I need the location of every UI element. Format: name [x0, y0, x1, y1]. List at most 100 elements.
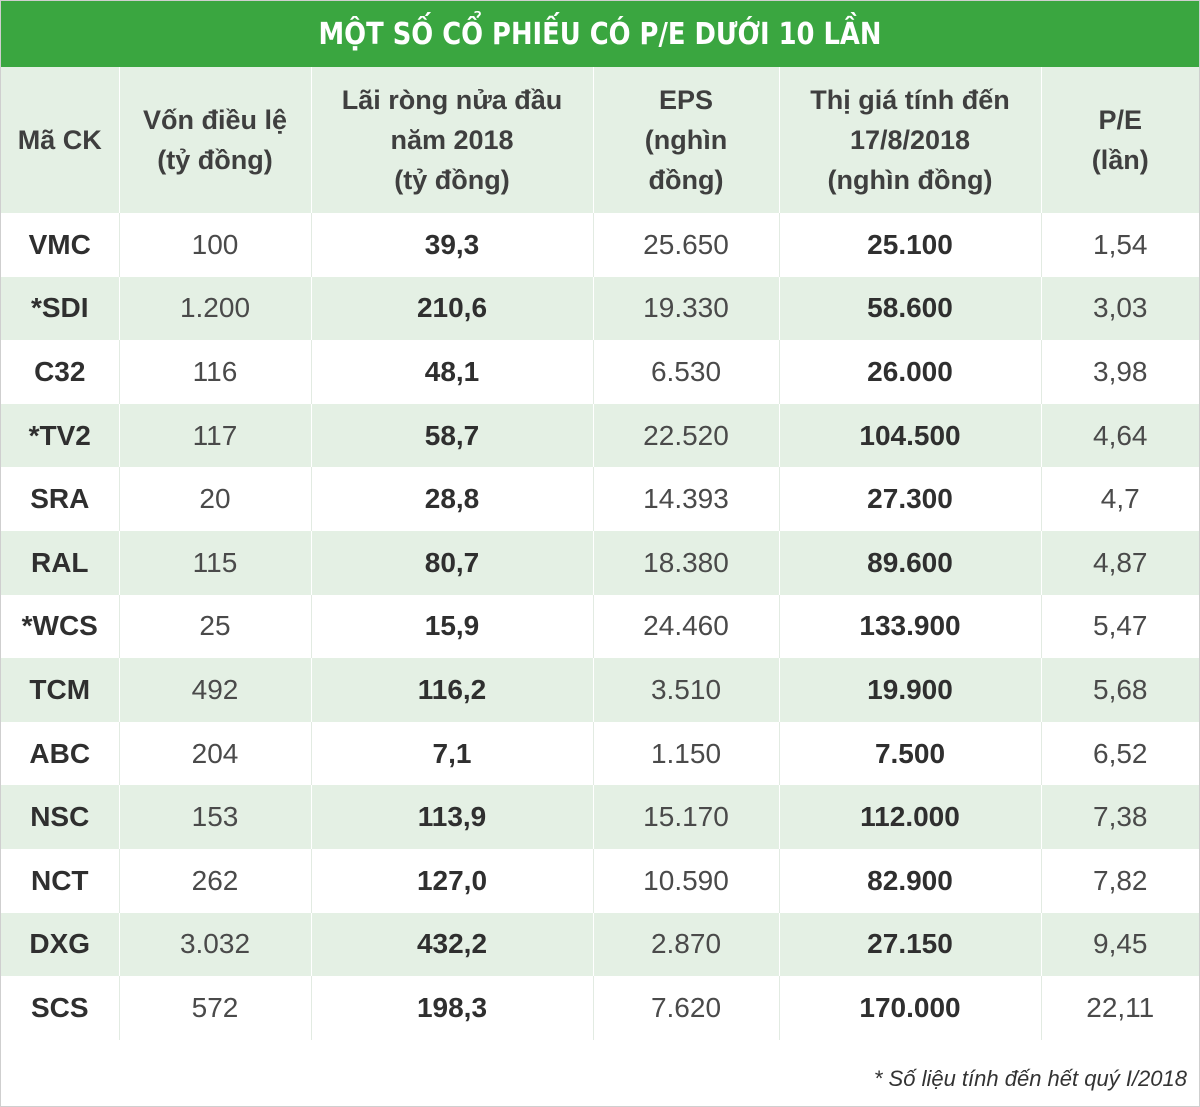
cell-pe: 22,11 [1041, 976, 1199, 1040]
cell-charter-capital: 153 [119, 785, 312, 849]
cell-market-price: 7.500 [779, 721, 1042, 786]
cell-stock-code: SCS [1, 976, 120, 1040]
cell-market-price: 170.000 [779, 976, 1042, 1040]
table-row: SCS 572 198,3 7.620 170.000 22,11 [1, 976, 1199, 1040]
table-title: MỘT SỐ CỔ PHIẾU CÓ P/E DƯỚI 10 LẦN [84, 1, 1116, 67]
cell-net-profit: 127,0 [311, 848, 594, 913]
cell-charter-capital: 262 [119, 848, 312, 913]
cell-eps: 6.530 [593, 340, 780, 404]
table-row: VMC 100 39,3 25.650 25.100 1,54 [1, 213, 1199, 277]
cell-net-profit: 432,2 [311, 912, 594, 977]
cell-pe: 3,98 [1041, 340, 1199, 404]
cell-market-price: 104.500 [779, 403, 1042, 468]
cell-charter-capital: 1.200 [119, 276, 312, 341]
table-row: NCT 262 127,0 10.590 82.900 7,82 [1, 848, 1199, 913]
cell-net-profit: 15,9 [311, 594, 594, 659]
cell-eps: 22.520 [593, 403, 780, 468]
footnote: * Số liệu tính đến hết quý I/2018 [873, 1066, 1187, 1091]
header-charter-capital: Vốn điều lệ (tỷ đồng) [119, 67, 312, 213]
cell-stock-code: DXG [1, 912, 120, 977]
cell-charter-capital: 115 [119, 530, 312, 595]
cell-charter-capital: 117 [119, 403, 312, 468]
cell-eps: 18.380 [593, 530, 780, 595]
cell-eps: 15.170 [593, 785, 780, 849]
cell-market-price: 82.900 [779, 848, 1042, 913]
cell-market-price: 26.000 [779, 340, 1042, 404]
header-row: Mã CK Vốn điều lệ (tỷ đồng) Lãi ròng nửa… [1, 67, 1199, 213]
cell-pe: 7,82 [1041, 848, 1199, 913]
cell-stock-code: TCM [1, 658, 120, 722]
cell-net-profit: 80,7 [311, 530, 594, 595]
cell-pe: 1,54 [1041, 213, 1199, 277]
table-row: SRA 20 28,8 14.393 27.300 4,7 [1, 467, 1199, 531]
cell-pe: 4,87 [1041, 530, 1199, 595]
header-market-price: Thị giá tính đến 17/8/2018 (nghìn đồng) [779, 67, 1042, 213]
cell-eps: 1.150 [593, 721, 780, 786]
cell-market-price: 27.150 [779, 912, 1042, 977]
cell-net-profit: 116,2 [311, 658, 594, 722]
table-row: *TV2 117 58,7 22.520 104.500 4,64 [1, 403, 1199, 468]
cell-pe: 6,52 [1041, 721, 1199, 786]
cell-stock-code: *TV2 [1, 403, 120, 468]
cell-pe: 7,38 [1041, 785, 1199, 849]
header-pe: P/E (lần) [1041, 67, 1199, 213]
table-row: ABC 204 7,1 1.150 7.500 6,52 [1, 721, 1199, 786]
cell-market-price: 89.600 [779, 530, 1042, 595]
cell-eps: 7.620 [593, 976, 780, 1040]
cell-stock-code: *WCS [1, 594, 120, 659]
header-net-profit: Lãi ròng nửa đầu năm 2018 (tỷ đồng) [311, 67, 594, 213]
cell-net-profit: 48,1 [311, 340, 594, 404]
table-row: RAL 115 80,7 18.380 89.600 4,87 [1, 530, 1199, 595]
cell-stock-code: SRA [1, 467, 120, 531]
header-eps: EPS (nghìn đồng) [593, 67, 780, 213]
cell-stock-code: NCT [1, 848, 120, 913]
stock-table: Mã CK Vốn điều lệ (tỷ đồng) Lãi ròng nửa… [1, 67, 1199, 1040]
cell-net-profit: 58,7 [311, 403, 594, 468]
cell-eps: 3.510 [593, 658, 780, 722]
table-row: *WCS 25 15,9 24.460 133.900 5,47 [1, 594, 1199, 659]
table-row: DXG 3.032 432,2 2.870 27.150 9,45 [1, 912, 1199, 977]
cell-eps: 14.393 [593, 467, 780, 531]
cell-stock-code: C32 [1, 340, 120, 404]
cell-stock-code: NSC [1, 785, 120, 849]
cell-stock-code: ABC [1, 721, 120, 786]
table-row: TCM 492 116,2 3.510 19.900 5,68 [1, 658, 1199, 722]
cell-market-price: 27.300 [779, 467, 1042, 531]
cell-net-profit: 198,3 [311, 976, 594, 1040]
cell-stock-code: RAL [1, 530, 120, 595]
cell-net-profit: 113,9 [311, 785, 594, 849]
table-row: *SDI 1.200 210,6 19.330 58.600 3,03 [1, 276, 1199, 341]
cell-pe: 3,03 [1041, 276, 1199, 341]
table-row: C32 116 48,1 6.530 26.000 3,98 [1, 340, 1199, 404]
cell-eps: 10.590 [593, 848, 780, 913]
cell-stock-code: VMC [1, 213, 120, 277]
cell-market-price: 58.600 [779, 276, 1042, 341]
cell-eps: 24.460 [593, 594, 780, 659]
cell-net-profit: 210,6 [311, 276, 594, 341]
cell-charter-capital: 100 [119, 213, 312, 277]
cell-charter-capital: 572 [119, 976, 312, 1040]
cell-market-price: 19.900 [779, 658, 1042, 722]
cell-charter-capital: 116 [119, 340, 312, 404]
cell-net-profit: 7,1 [311, 721, 594, 786]
cell-pe: 5,47 [1041, 594, 1199, 659]
header-stock-code: Mã CK [1, 67, 120, 213]
cell-charter-capital: 25 [119, 594, 312, 659]
cell-charter-capital: 3.032 [119, 912, 312, 977]
cell-pe: 9,45 [1041, 912, 1199, 977]
cell-charter-capital: 492 [119, 658, 312, 722]
cell-charter-capital: 20 [119, 467, 312, 531]
cell-pe: 4,7 [1041, 467, 1199, 531]
cell-eps: 19.330 [593, 276, 780, 341]
cell-net-profit: 39,3 [311, 213, 594, 277]
title-banner: MỘT SỐ CỔ PHIẾU CÓ P/E DƯỚI 10 LẦN [1, 1, 1199, 67]
cell-market-price: 25.100 [779, 213, 1042, 277]
cell-pe: 4,64 [1041, 403, 1199, 468]
cell-net-profit: 28,8 [311, 467, 594, 531]
cell-stock-code: *SDI [1, 276, 120, 341]
cell-pe: 5,68 [1041, 658, 1199, 722]
cell-charter-capital: 204 [119, 721, 312, 786]
table-row: NSC 153 113,9 15.170 112.000 7,38 [1, 785, 1199, 849]
cell-eps: 2.870 [593, 912, 780, 977]
